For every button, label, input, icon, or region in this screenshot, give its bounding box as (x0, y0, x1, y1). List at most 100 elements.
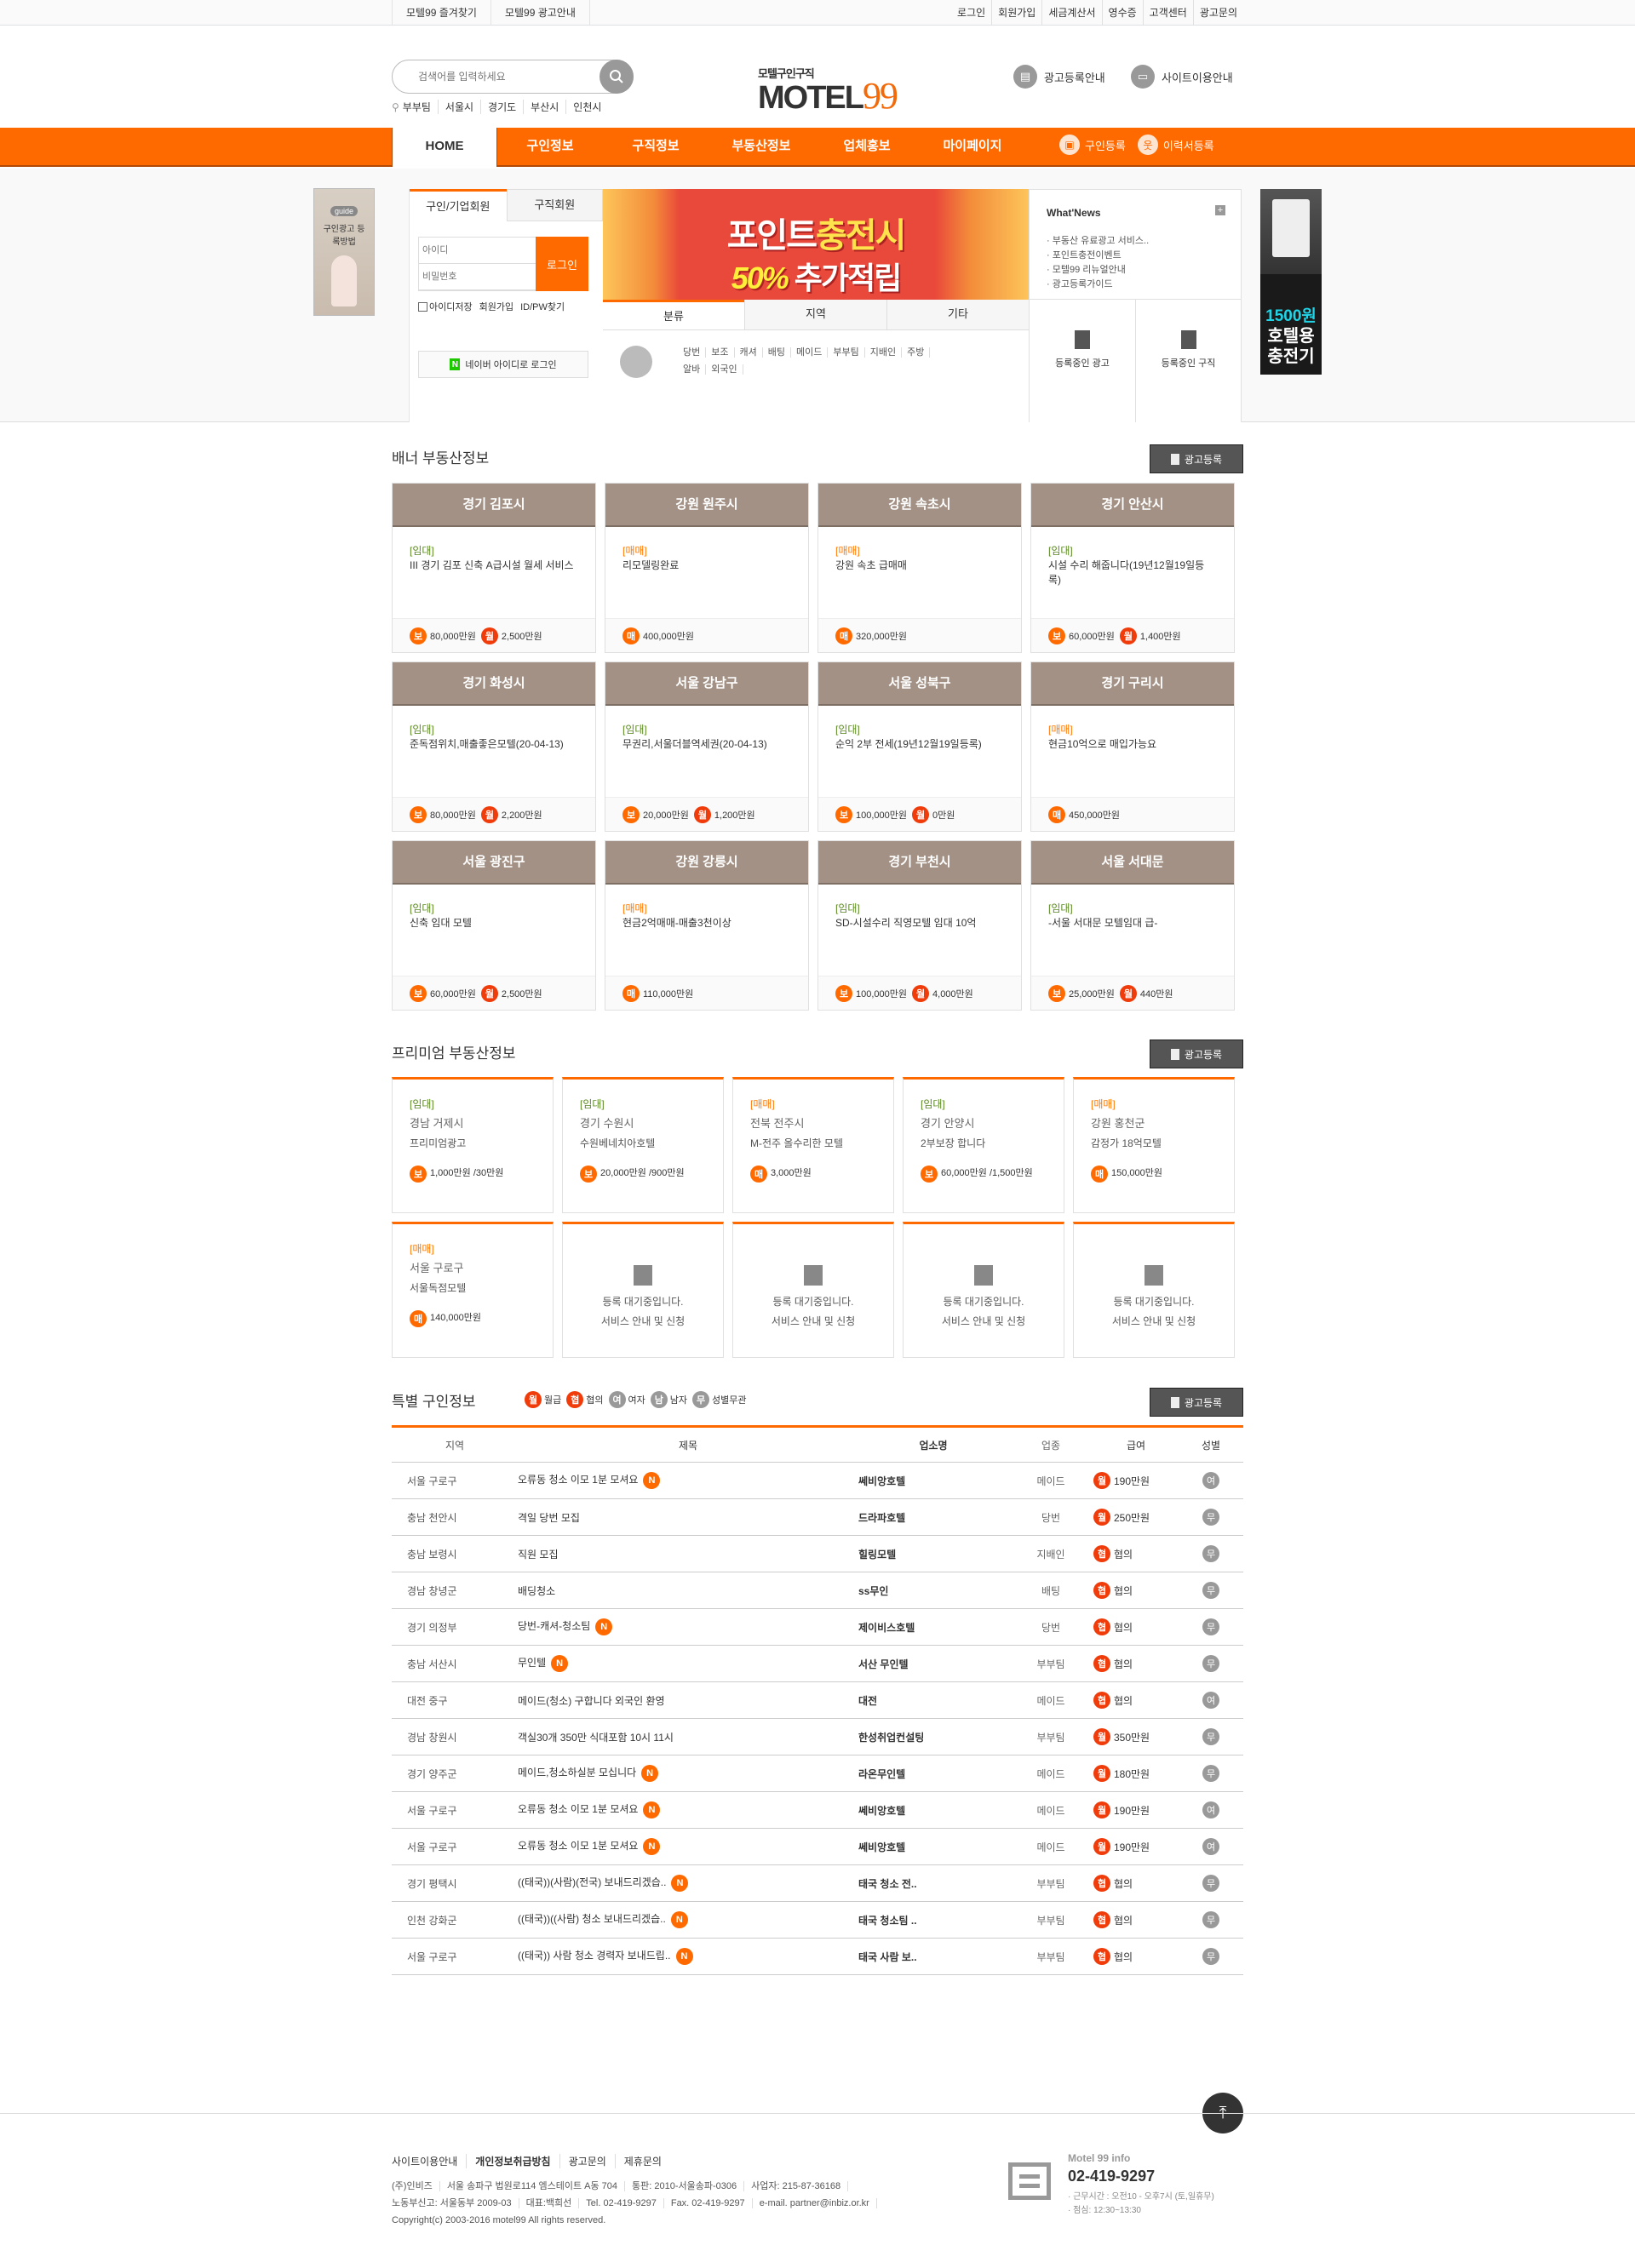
cell-title[interactable]: 객실30개 350만 식대포함 10시 11시 (518, 1730, 858, 1744)
site-guide-link[interactable]: ▭ 사이트이용안내 (1131, 65, 1233, 89)
realestate-card[interactable]: 서울 강남구 [임대] 무권리,서울더블역세권(20-04-13) 보 20,000만원… (605, 662, 809, 832)
nav-resume-post[interactable]: 이력서등록 (1162, 139, 1214, 152)
title-text[interactable]: ((태국)) 사람 청소 경력자 보내드립.. (518, 1950, 671, 1962)
table-row[interactable]: 경남 창녕군 배딩청소 ss무인 배팅 협 협의 무 (392, 1572, 1243, 1609)
title-text[interactable]: 직원 모집 (518, 1548, 559, 1561)
category-link[interactable]: 알바 (678, 364, 707, 375)
table-row[interactable]: 경기 양주군 메이드,청소하실분 모십니다 N 라온무인텔 메이드 월 180만원 무 (392, 1755, 1243, 1792)
login-button[interactable]: 로그인 (536, 237, 588, 291)
password-input[interactable] (419, 264, 538, 290)
topbar-link[interactable]: 영수증 (1101, 0, 1143, 26)
table-row[interactable]: 충남 천안시 격일 당번 모집 드라파호텔 당번 월 250만원 무 (392, 1499, 1243, 1536)
cell-title[interactable]: 무인텔 N (518, 1655, 858, 1672)
nav-item[interactable]: 부동산정보 (731, 139, 791, 153)
logo[interactable]: 모텔구인구직 MOTEL99 (758, 65, 898, 115)
footer-link[interactable]: 광고문의 (559, 2154, 615, 2168)
table-row[interactable]: 경기 평택시 ((태국))(사람)(전국) 보내드리겠습.. N 태국 청소 전.. 부… (392, 1865, 1243, 1902)
title-text[interactable]: 메이드,청소하실분 모십니다 (518, 1767, 637, 1778)
title-text[interactable]: ((태국))((사람) 청소 보내드리겠습.. (518, 1913, 666, 1925)
registered-ads-button[interactable]: 등록중인 광고 (1029, 300, 1135, 422)
topbar-link[interactable]: 모텔99 즐겨찾기 (392, 0, 491, 26)
title-text[interactable]: 오류동 청소 이모 1분 모셔요 (518, 1803, 639, 1815)
category-link[interactable]: 외국인 (706, 364, 743, 375)
keyword-link[interactable]: 부부팀 (402, 101, 431, 113)
title-text[interactable]: 메이드(청소) 구합니다 외국인 환영 (518, 1694, 665, 1707)
news-item[interactable]: 부동산 유료광고 서비스.. (1047, 234, 1149, 249)
title-text[interactable]: 오류동 청소 이모 1분 모셔요 (518, 1840, 639, 1852)
charger-ad[interactable]: 1500원 호텔용 충전기 (1260, 189, 1322, 375)
register-ad-button[interactable]: 광고등록 (1150, 1040, 1243, 1068)
realestate-card[interactable]: 경기 구리시 [매매] 현금10억으로 매입가능요 매 450,000만원 (1030, 662, 1235, 832)
cell-title[interactable]: 배딩청소 (518, 1584, 858, 1598)
nav-job-post[interactable]: 구인등록 (1085, 139, 1126, 152)
footer-link[interactable]: 제휴문의 (614, 2154, 670, 2168)
cell-title[interactable]: 오류동 청소 이모 1분 모셔요 N (518, 1472, 858, 1489)
realestate-card[interactable]: 강원 원주시 [매매] 리모델링완료 매 400,000만원 (605, 483, 809, 653)
id-input[interactable] (419, 238, 538, 264)
title-text[interactable]: 격일 당번 모집 (518, 1511, 580, 1524)
nav-item[interactable]: 구인정보 (526, 139, 574, 153)
realestate-card[interactable]: 서울 성북구 [임대] 순익 2부 전세(19년12월19일등록) 보 100,000만… (818, 662, 1022, 832)
ad-guide-link[interactable]: ▤ 광고등록안내 (1013, 65, 1105, 89)
category-link[interactable]: 당번 (678, 347, 707, 358)
empty-premium-slot[interactable]: 등록 대기중입니다. 서비스 안내 및 신청 (903, 1222, 1064, 1358)
point-event-banner[interactable]: 포인트충전시 50% 추가적립 (603, 189, 1029, 300)
table-row[interactable]: 충남 보령시 직원 모집 힐링모텔 지배인 협 협의 무 (392, 1536, 1243, 1572)
register-ad-button[interactable]: 광고등록 (1150, 444, 1243, 473)
premium-card[interactable]: [임대] 경기 안양시 2부보장 합니다 보 60,000만원 /1,500만원 (903, 1077, 1064, 1213)
find-account-link[interactable]: ID/PW찾기 (520, 302, 565, 312)
more-plus-icon[interactable]: + (1215, 205, 1225, 215)
table-row[interactable]: 서울 구로구 ((태국)) 사람 청소 경력자 보내드립.. N 태국 사람 보.. 부… (392, 1939, 1243, 1975)
cell-title[interactable]: ((태국))(사람)(전국) 보내드리겠습.. N (518, 1875, 858, 1892)
nav-item[interactable]: 마이페이지 (943, 139, 1002, 153)
table-row[interactable]: 경기 의정부 당번-캐셔-청소팀 N 제이비스호텔 당번 협 협의 무 (392, 1609, 1243, 1646)
cell-title[interactable]: 메이드,청소하실분 모십니다 N (518, 1765, 858, 1782)
topbar-link[interactable]: 회원가입 (991, 0, 1041, 26)
news-item[interactable]: 광고등록가이드 (1047, 278, 1149, 292)
cell-title[interactable]: 격일 당번 모집 (518, 1510, 858, 1525)
category-tab[interactable]: 기타 (886, 300, 1029, 329)
table-row[interactable]: 대전 중구 메이드(청소) 구합니다 외국인 환영 대전 메이드 협 협의 여 (392, 1682, 1243, 1719)
search-input[interactable] (418, 60, 588, 93)
table-row[interactable]: 인천 강화군 ((태국))((사람) 청소 보내드리겠습.. N 태국 청소팀 .. 부… (392, 1902, 1243, 1939)
premium-card[interactable]: [임대] 경기 수원시 수원베네치아호텔 보 20,000만원 /900만원 (562, 1077, 724, 1213)
nav-item[interactable]: HOME (392, 128, 497, 167)
title-text[interactable]: 당번-캐셔-청소팀 (518, 1620, 591, 1632)
naver-login-button[interactable]: N 네이버 아이디로 로그인 (418, 351, 588, 378)
category-link[interactable]: 주방 (902, 347, 931, 358)
table-row[interactable]: 서울 구로구 오류동 청소 이모 1분 모셔요 N 쎄비앙호텔 메이드 월 190만원 여 (392, 1792, 1243, 1829)
nav-item[interactable]: 구직정보 (632, 139, 680, 153)
empty-premium-slot[interactable]: 등록 대기중입니다. 서비스 안내 및 신청 (732, 1222, 894, 1358)
table-row[interactable]: 서울 구로구 오류동 청소 이모 1분 모셔요 N 쎄비앙호텔 메이드 월 190만원 여 (392, 1463, 1243, 1499)
category-link[interactable]: 메이드 (791, 347, 829, 358)
news-item[interactable]: 모텔99 리뉴얼안내 (1047, 263, 1149, 278)
category-link[interactable]: 배팅 (762, 347, 791, 358)
cell-title[interactable]: ((태국))((사람) 청소 보내드리겠습.. N (518, 1911, 858, 1928)
realestate-card[interactable]: 강원 강릉시 [매매] 현금2억매매-매출3천이상 매 110,000만원 (605, 840, 809, 1011)
table-row[interactable]: 서울 구로구 오류동 청소 이모 1분 모셔요 N 쎄비앙호텔 메이드 월 190만원 여 (392, 1829, 1243, 1865)
topbar-link[interactable]: 고객센터 (1142, 0, 1193, 26)
empty-premium-slot[interactable]: 등록 대기중입니다. 서비스 안내 및 신청 (562, 1222, 724, 1358)
footer-link[interactable]: 개인정보취급방침 (466, 2154, 559, 2168)
tab-business-member[interactable]: 구인/기업회원 (410, 189, 507, 221)
topbar-link[interactable]: 세금계산서 (1041, 0, 1101, 26)
realestate-card[interactable]: 경기 화성시 [임대] 준독점위치,매출좋은모텔(20-04-13) 보 80,000만… (392, 662, 596, 832)
keyword-link[interactable]: 경기도 (480, 100, 523, 114)
registered-resumes-button[interactable]: 등록중인 구직 (1135, 300, 1242, 422)
title-text[interactable]: 객실30개 350만 식대포함 10시 11시 (518, 1731, 674, 1744)
category-link[interactable]: 부부팀 (828, 347, 865, 358)
topbar-link[interactable]: 모텔99 광고안내 (490, 0, 590, 26)
realestate-card[interactable]: 경기 안산시 [임대] 시설 수리 해줍니다(19년12월19일등록) 보 60,000… (1030, 483, 1235, 653)
category-link[interactable]: 캐셔 (734, 347, 763, 358)
title-text[interactable]: 배딩청소 (518, 1584, 556, 1597)
title-text[interactable]: 무인텔 (518, 1657, 547, 1669)
premium-card[interactable]: [매매] 전북 전주시 M-전주 올수리한 모텔 매 3,000만원 (732, 1077, 894, 1213)
title-text[interactable]: ((태국))(사람)(전국) 보내드리겠습.. (518, 1876, 667, 1888)
topbar-link[interactable]: 로그인 (957, 7, 986, 19)
title-text[interactable]: 오류동 청소 이모 1분 모셔요 (518, 1474, 639, 1486)
topbar-link[interactable]: 광고문의 (1192, 0, 1243, 26)
cell-title[interactable]: 오류동 청소 이모 1분 모셔요 N (518, 1838, 858, 1855)
cell-title[interactable]: 오류동 청소 이모 1분 모셔요 N (518, 1801, 858, 1818)
realestate-card[interactable]: 서울 광진구 [임대] 신축 임대 모텔 보 60,000만원 월 2,500만원 (392, 840, 596, 1011)
cell-title[interactable]: 직원 모집 (518, 1547, 858, 1561)
